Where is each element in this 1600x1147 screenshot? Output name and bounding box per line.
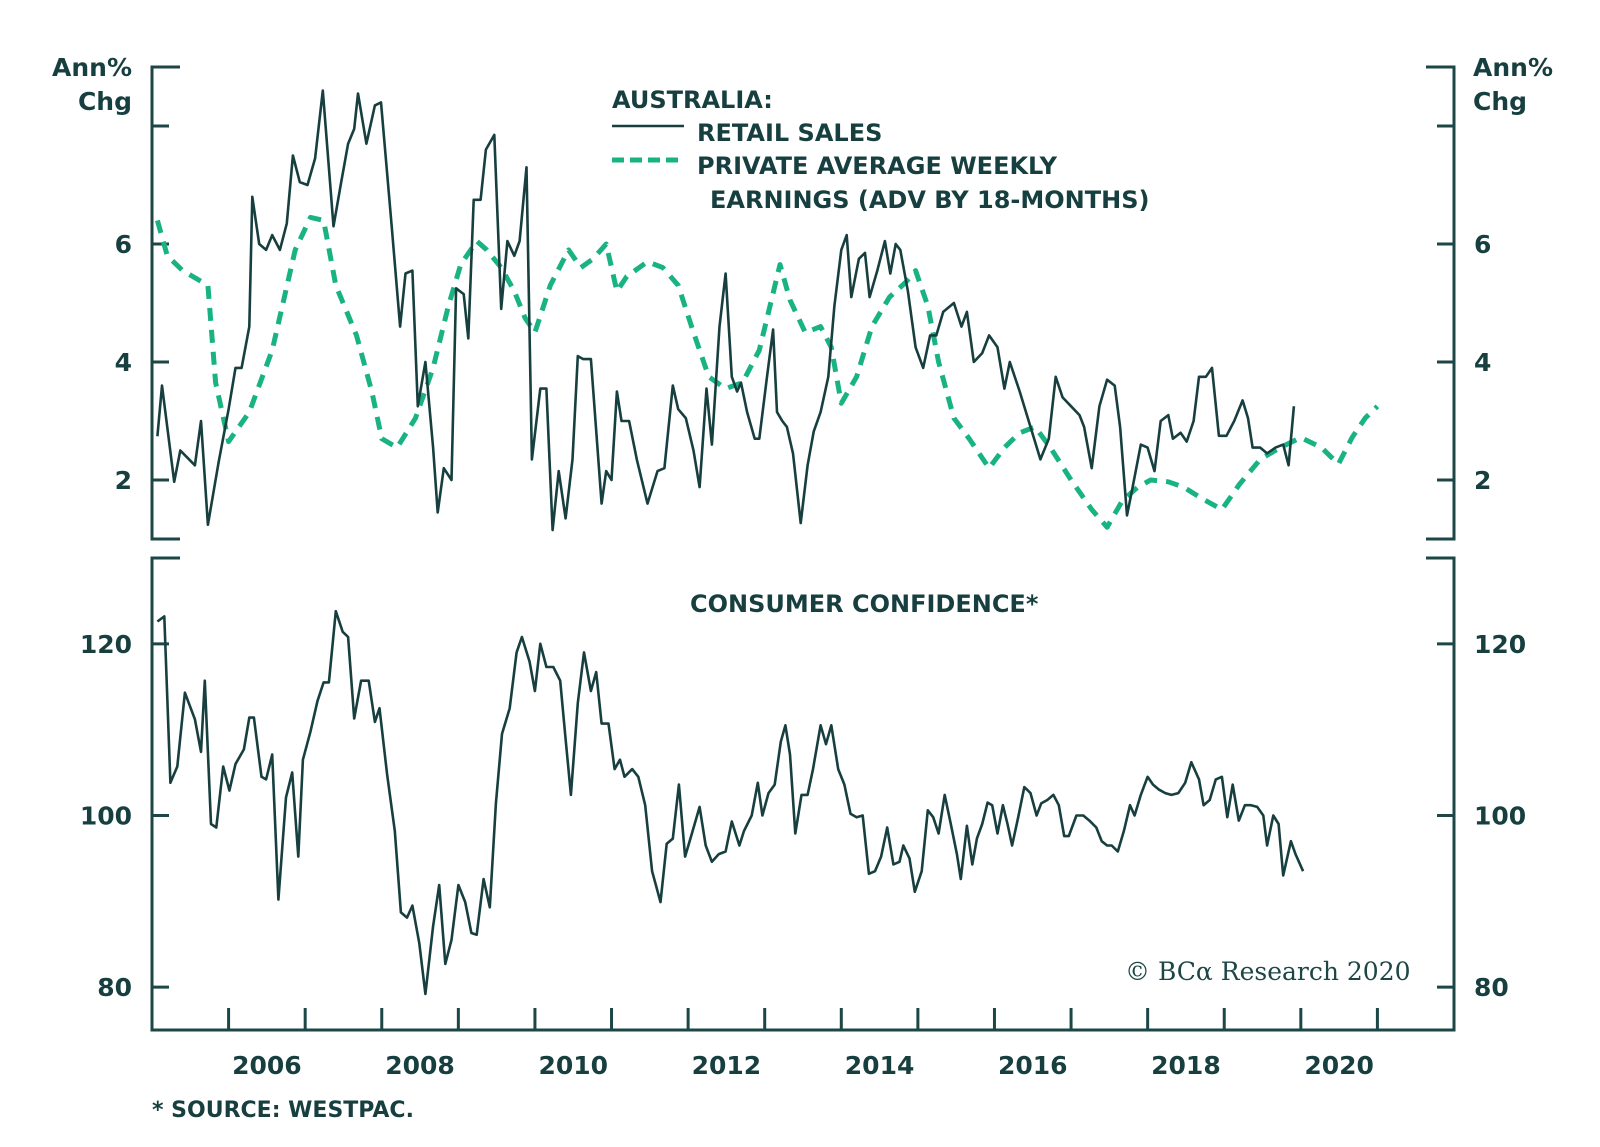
top-left-axis: [150, 65, 180, 541]
legend-title: AUSTRALIA:: [612, 86, 773, 114]
xtick-label: 2010: [538, 1051, 608, 1080]
top-right-ytick-label: 2: [1474, 466, 1491, 495]
xtick-label: 2012: [692, 1051, 762, 1080]
series-line-earnings: [154, 214, 1380, 530]
series-line-retail-sales: [156, 89, 1296, 532]
bottom-panel-title: CONSUMER CONFIDENCE*: [690, 590, 1039, 618]
xtick-label: 2020: [1304, 1051, 1374, 1080]
top-left-ytick-label: 2: [115, 466, 132, 495]
bottom-left-ytick-label: 80: [97, 973, 132, 1002]
bottom-right-ytick-label: 100: [1474, 801, 1526, 830]
legend-label-earnings-line2: EARNINGS (ADV BY 18-MONTHS): [710, 186, 1149, 214]
top-panel-frame: [150, 65, 1456, 541]
xtick-label: 2008: [385, 1051, 455, 1080]
legend-label-retail-sales: RETAIL SALES: [697, 119, 882, 147]
bottom-right-ytick-label: 80: [1474, 973, 1509, 1002]
bottom-panel-frame: [150, 556, 1456, 1032]
xtick-label: 2014: [845, 1051, 915, 1080]
xtick-label: 2018: [1151, 1051, 1221, 1080]
series-layer: [154, 89, 1380, 996]
right-unit-label-line1: Ann%: [1473, 53, 1553, 82]
top-left-ytick-label: 6: [115, 230, 132, 259]
top-left-ytick-label: 4: [115, 348, 132, 377]
top-right-axis: [1426, 65, 1456, 541]
axis-ticks: 2 2 4 4 6 6 80 80 100 100 120 120 2006 2008 2010 2012 20…: [80, 124, 1526, 1080]
right-unit-label-line2: Chg: [1473, 87, 1527, 116]
xtick-label: 2006: [232, 1051, 302, 1080]
top-right-ytick-label: 4: [1474, 348, 1491, 377]
legend-label-earnings-line1: PRIVATE AVERAGE WEEKLY: [697, 152, 1058, 180]
bottom-left-ytick-label: 100: [80, 801, 132, 830]
top-right-ytick-label: 6: [1474, 230, 1491, 259]
series-line-consumer-confidence: [156, 609, 1305, 996]
bottom-right-ytick-label: 120: [1474, 630, 1526, 659]
bottom-panel-axes: [150, 556, 1456, 1032]
left-unit-label-line2: Chg: [78, 87, 132, 116]
left-unit-label-line1: Ann%: [52, 53, 132, 82]
bottom-left-ytick-label: 120: [80, 630, 132, 659]
footnote-source: * SOURCE: WESTPAC.: [152, 1098, 414, 1123]
xtick-label: 2016: [998, 1051, 1068, 1080]
copyright-text: © BCα Research 2020: [1125, 957, 1411, 986]
